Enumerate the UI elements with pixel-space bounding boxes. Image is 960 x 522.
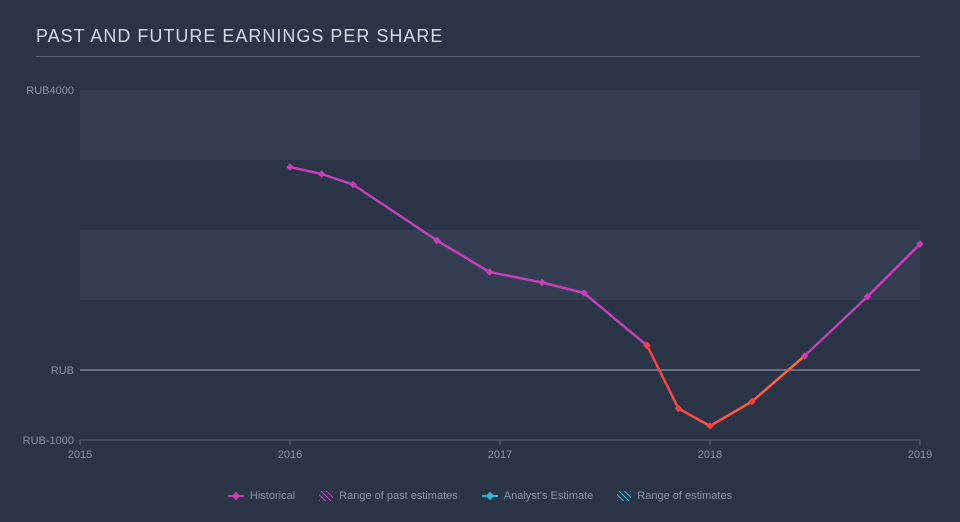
legend-analyst: Analyst's Estimate: [482, 490, 594, 502]
legend-range-est: Range of estimates: [617, 490, 732, 502]
svg-text:RUB4000: RUB4000: [26, 85, 74, 97]
plot-svg: 2015 2016 2017 2018 2019 RUB-1000 RUB RUB4000: [0, 0, 960, 522]
legend-label: Historical: [250, 490, 295, 502]
legend-historical: Historical: [228, 490, 295, 502]
legend-label: Range of past estimates: [339, 490, 458, 502]
svg-text:RUB-1000: RUB-1000: [23, 435, 74, 447]
legend-marker-analyst: [482, 492, 498, 500]
eps-chart: PAST AND FUTURE EARNINGS PER SHARE 20152…: [0, 0, 960, 522]
svg-text:2015: 2015: [68, 449, 92, 461]
grid-bands: [80, 90, 920, 300]
svg-text:2016: 2016: [278, 449, 302, 461]
legend-label: Range of estimates: [637, 490, 732, 502]
svg-text:RUB: RUB: [51, 365, 74, 377]
axes: [80, 370, 920, 445]
legend: Historical Range of past estimates Analy…: [0, 490, 960, 502]
legend-swatch-past: [319, 491, 333, 501]
svg-text:2019: 2019: [908, 449, 932, 461]
legend-range-past: Range of past estimates: [319, 490, 458, 502]
legend-label: Analyst's Estimate: [504, 490, 594, 502]
legend-swatch-est: [617, 491, 631, 501]
svg-text:2017: 2017: [488, 449, 512, 461]
legend-marker-historical: [228, 492, 244, 500]
svg-text:2018: 2018: [698, 449, 722, 461]
